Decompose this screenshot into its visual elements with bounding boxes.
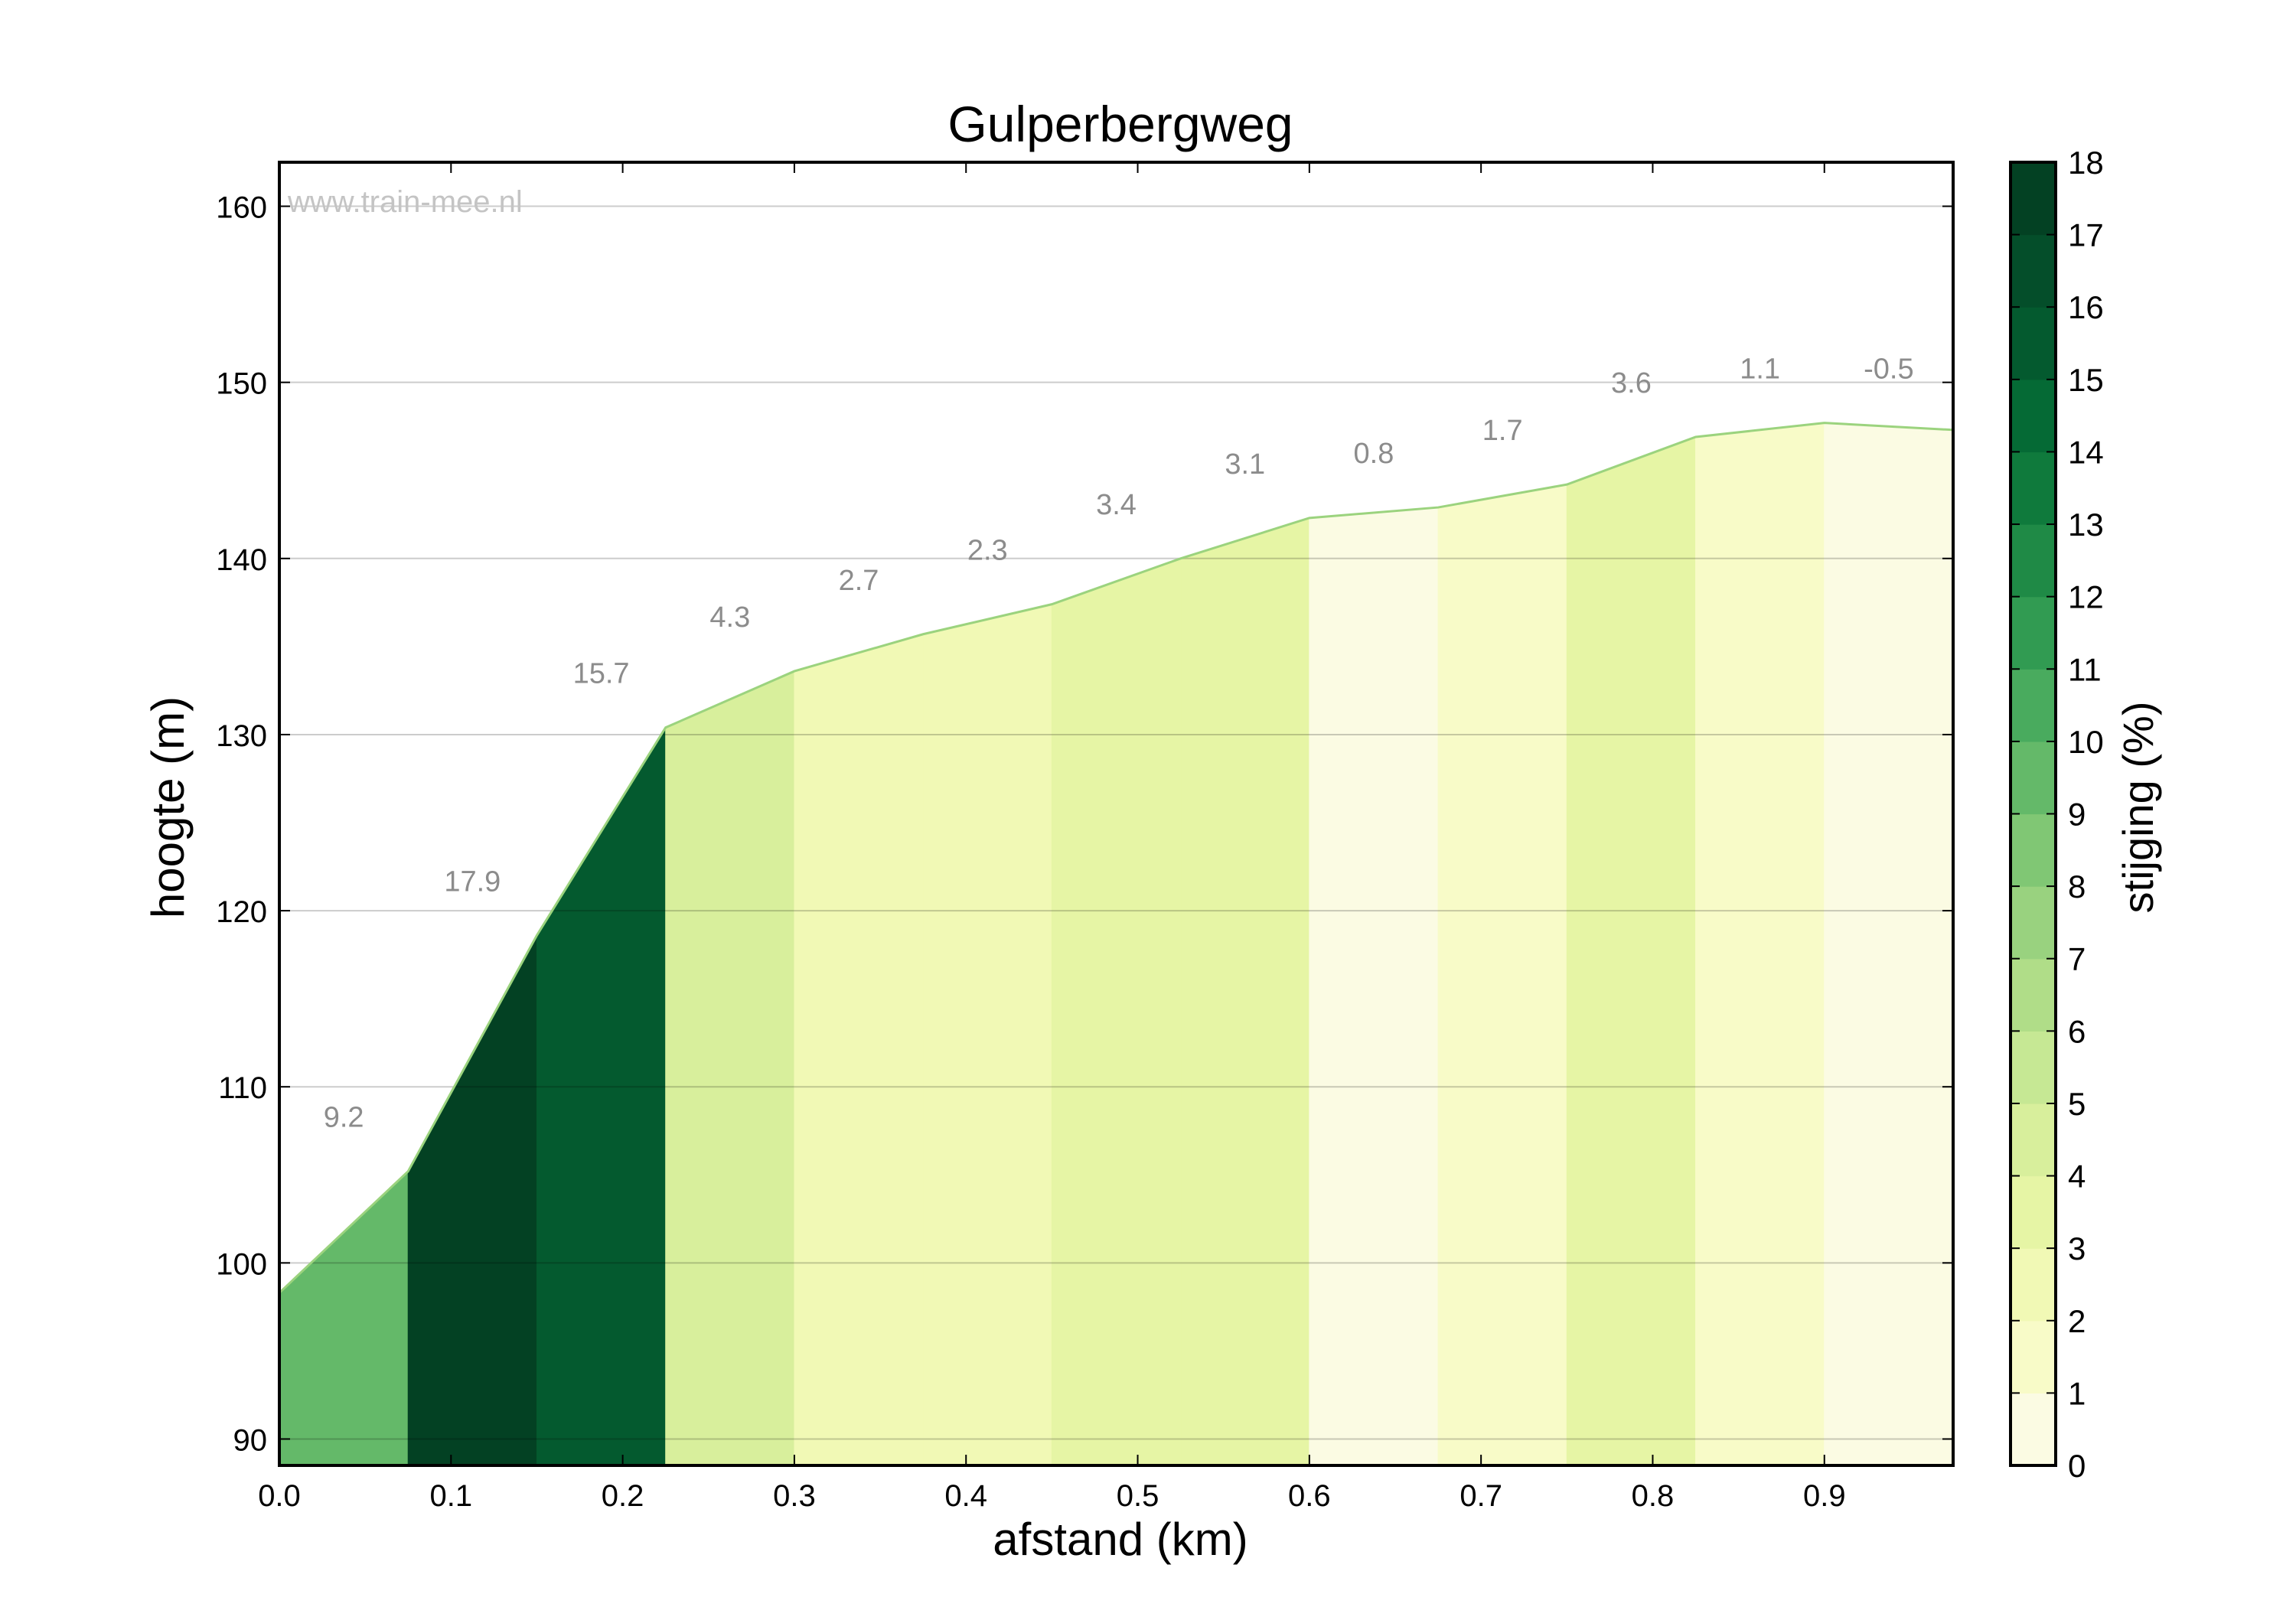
colorbar-tick-label: 1	[2068, 1375, 2086, 1411]
segment-area	[1051, 558, 1182, 1466]
colorbar-label: stijging (%)	[2114, 702, 2162, 914]
colorbar-tick-label: 7	[2068, 941, 2086, 977]
colorbar-frame	[2009, 161, 2057, 1467]
segment-area	[1180, 517, 1310, 1466]
segment-label: 3.1	[1225, 448, 1265, 481]
colorbar-band	[2011, 958, 2056, 1032]
y-tick-label: 90	[233, 1423, 268, 1457]
segment-label: 15.7	[573, 658, 630, 690]
x-tick-label: 0.5	[1117, 1479, 1159, 1513]
y-tick-label: 120	[216, 895, 267, 929]
x-tick-label: 0.6	[1288, 1479, 1331, 1513]
colorbar-tick-label: 17	[2068, 217, 2104, 253]
segment-area	[922, 604, 1052, 1466]
x-tick-label: 0.7	[1459, 1479, 1502, 1513]
colorbar-band	[2011, 379, 2056, 453]
colorbar-tick-label: 6	[2068, 1013, 2086, 1049]
segment-label: 3.6	[1611, 367, 1652, 399]
colorbar-band	[2011, 1031, 2056, 1104]
colorbar-tick-label: 18	[2068, 145, 2104, 181]
segment-area	[536, 725, 667, 1466]
plot-frame	[278, 161, 1955, 1467]
colorbar-band	[2011, 1393, 2056, 1466]
segment-label: 2.7	[839, 565, 879, 597]
plot-area: 90 100 110 120 130 140 150 160 0.0 0.1 0.2 0.3 0.4 0.…	[216, 161, 1955, 1513]
segment-area	[1824, 422, 1954, 1466]
colorbar-tick-label: 8	[2068, 869, 2086, 905]
y-tick-label: 130	[216, 719, 267, 753]
colorbar-tick-label: 0	[2068, 1448, 2086, 1484]
x-tick-label: 0.4	[944, 1479, 987, 1513]
colorbar-tick-label: 5	[2068, 1086, 2086, 1122]
segment-area	[794, 634, 924, 1466]
segment-label: 1.1	[1740, 354, 1780, 386]
x-axis-label: afstand (km)	[993, 1514, 1247, 1565]
segment-label: 0.8	[1354, 438, 1394, 470]
segment-area	[1695, 422, 1825, 1466]
segment-area	[665, 670, 795, 1466]
colorbar-tick-label: 9	[2068, 797, 2086, 833]
segment-label: 4.3	[709, 601, 750, 634]
colorbar-tick-label: 15	[2068, 362, 2104, 398]
colorbar-tick-label: 11	[2068, 651, 2102, 687]
segment-area	[279, 1170, 409, 1466]
colorbar-tick-label: 14	[2068, 434, 2104, 470]
colorbar-band	[2011, 1320, 2056, 1393]
y-tick-label: 150	[216, 367, 267, 401]
y-tick-label: 160	[216, 191, 267, 225]
y-tick-label: 100	[216, 1247, 267, 1281]
x-tick-label: 0.8	[1632, 1479, 1675, 1513]
x-tick-label: 0.9	[1803, 1479, 1846, 1513]
chart-title: Gulperbergweg	[947, 96, 1293, 152]
colorbar-band	[2011, 162, 2056, 236]
segment-area	[1309, 507, 1439, 1466]
segment-label: 9.2	[324, 1102, 364, 1134]
segment-area	[1437, 484, 1567, 1466]
colorbar-band	[2011, 307, 2056, 380]
colorbar-band	[2011, 1103, 2056, 1177]
colorbar-band	[2011, 669, 2056, 742]
colorbar-tick-label: 13	[2068, 507, 2104, 543]
y-axis-label: hoogte (m)	[142, 696, 194, 918]
colorbar-tick-label: 3	[2068, 1231, 2086, 1266]
colorbar-band	[2011, 886, 2056, 960]
colorbar-band	[2011, 813, 2056, 887]
profile-line	[278, 422, 1954, 1294]
segment-label: 3.4	[1096, 489, 1137, 521]
colorbar-tick-label: 10	[2068, 724, 2104, 760]
x-tick-label: 0.1	[430, 1479, 473, 1513]
segment-label: 1.7	[1482, 415, 1523, 447]
colorbar-band	[2011, 524, 2056, 598]
x-tick-label: 0.2	[602, 1479, 644, 1513]
watermark: www.train-mee.nl	[287, 185, 523, 219]
x-tick-label: 0.3	[773, 1479, 816, 1513]
colorbar-tick-label: 4	[2068, 1159, 2086, 1195]
segment-area	[407, 935, 537, 1466]
segment-area	[1566, 436, 1697, 1466]
y-tick-label: 140	[216, 543, 267, 577]
colorbar-band	[2011, 234, 2056, 308]
segment-label: 2.3	[967, 535, 1008, 567]
colorbar-band	[2011, 596, 2056, 670]
y-tick-label: 110	[218, 1071, 267, 1105]
colorbar-tick-label: 12	[2068, 579, 2104, 615]
colorbar-tick-label: 2	[2068, 1303, 2086, 1339]
colorbar-band	[2011, 451, 2056, 525]
segment-label: 17.9	[444, 865, 501, 898]
colorbar-band	[2011, 1248, 2056, 1322]
colorbar-band	[2011, 741, 2056, 815]
colorbar-tick-label: 16	[2068, 289, 2104, 325]
segment-label: -0.5	[1864, 354, 1913, 386]
x-tick-label: 0.0	[258, 1479, 301, 1513]
colorbar-band	[2011, 1175, 2056, 1249]
